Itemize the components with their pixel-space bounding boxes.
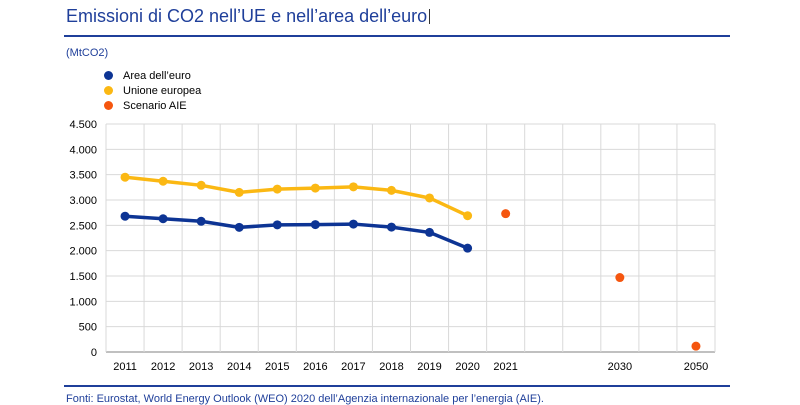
data-point	[272, 220, 282, 230]
x-tick-label: 2017	[341, 361, 365, 373]
data-point	[501, 209, 511, 219]
data-point	[310, 220, 320, 230]
legend-label-euro-area: Area dell’euro	[123, 69, 191, 82]
legend-label-iea: Scenario AIE	[123, 99, 187, 112]
series-layer	[120, 172, 701, 351]
x-tick-label: 2050	[684, 361, 708, 373]
legend-item-euro-area: Area dell’euro	[104, 68, 201, 83]
legend: Area dell’euro Unione europea Scenario A…	[104, 68, 201, 113]
header-rule	[64, 35, 730, 37]
x-tick-label: 2013	[189, 361, 213, 373]
data-point	[158, 214, 168, 224]
x-tick-label: 2011	[113, 361, 137, 373]
series-line	[123, 175, 470, 218]
series-line	[123, 214, 470, 250]
data-point	[196, 216, 206, 226]
y-tick-label: 3.500	[69, 170, 97, 182]
y-tick-label: 0	[91, 347, 97, 359]
footer-rule	[64, 385, 730, 387]
data-point	[310, 183, 320, 193]
data-point	[348, 182, 358, 192]
x-tick-label: 2020	[455, 361, 479, 373]
y-tick-label: 4.500	[69, 119, 97, 131]
legend-marker-iea	[104, 101, 113, 110]
legend-item-iea: Scenario AIE	[104, 98, 201, 113]
data-point	[158, 176, 168, 186]
x-tick-label: 2014	[227, 361, 251, 373]
x-tick-label: 2016	[303, 361, 327, 373]
x-tick-label: 2021	[493, 361, 517, 373]
y-tick-label: 500	[79, 322, 97, 334]
data-point	[691, 341, 701, 351]
legend-marker-euro-area	[104, 71, 113, 80]
data-point	[272, 184, 282, 194]
data-point	[348, 219, 358, 229]
chart-title: Emissioni di CO2 nell’UE e nell’area del…	[66, 6, 431, 27]
data-point	[120, 172, 130, 182]
data-point	[120, 211, 130, 221]
y-tick-label: 2.000	[69, 246, 97, 258]
data-point	[463, 243, 473, 253]
data-point	[425, 227, 435, 237]
y-tick-label: 2.500	[69, 220, 97, 232]
gridlines	[105, 123, 716, 353]
x-tick-label: 2019	[417, 361, 441, 373]
x-tick-label: 2012	[151, 361, 175, 373]
x-tick-label: 2030	[608, 361, 632, 373]
y-tick-label: 4.000	[69, 144, 97, 156]
data-point	[386, 185, 396, 195]
text-cursor	[429, 9, 431, 24]
y-tick-label: 1.000	[69, 296, 97, 308]
x-tick-label: 2018	[379, 361, 403, 373]
data-point	[234, 222, 244, 232]
y-tick-label: 1.500	[69, 271, 97, 283]
legend-label-eu: Unione europea	[123, 84, 202, 97]
y-axis-ticks: 0 500 1.000 1.500 2.000 2.500 3.000 3.500 4.000 4…	[69, 119, 97, 359]
data-point	[615, 273, 625, 283]
unit-label: (MtCO2)	[66, 47, 109, 59]
legend-item-eu: Unione europea	[104, 83, 201, 98]
source-note: Fonti: Eurostat, World Energy Outlook (W…	[66, 393, 544, 405]
legend-marker-eu	[104, 86, 113, 95]
data-point	[234, 187, 244, 197]
data-point	[386, 222, 396, 232]
data-point	[196, 180, 206, 190]
x-axis-ticks: 2011 2012 2013 2014 2015 2016 2017 2018 2019 2020…	[113, 361, 708, 373]
x-tick-label: 2015	[265, 361, 289, 373]
data-point	[425, 193, 435, 203]
y-tick-label: 3.000	[69, 195, 97, 207]
data-point	[463, 211, 473, 221]
